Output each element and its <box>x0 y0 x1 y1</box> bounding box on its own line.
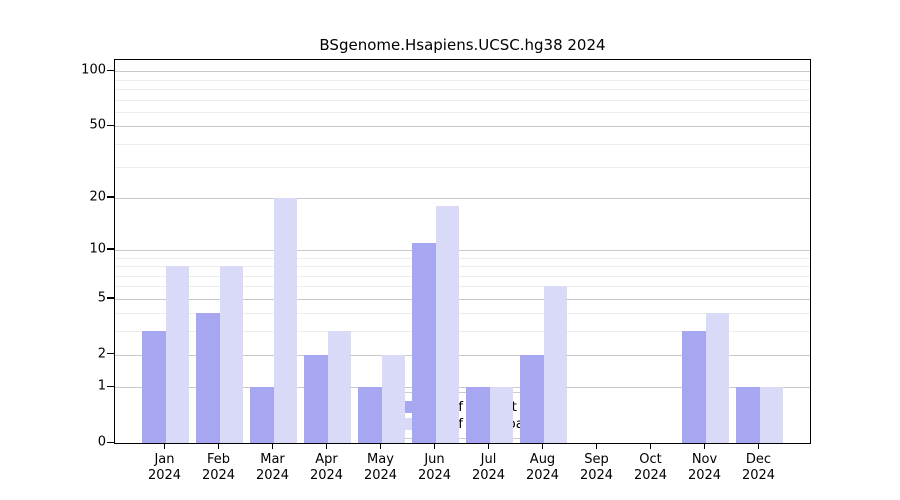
plot-area: Nb of distinct IPs Nb of downloads <box>114 59 811 444</box>
bar-jan-distinct-ips <box>142 331 166 443</box>
bar-mar-distinct-ips <box>250 387 274 443</box>
x-tick-label-nov: Nov 2024 <box>687 452 722 483</box>
y-tick-mark-20 <box>107 196 114 198</box>
x-tick-mark-apr <box>326 443 328 449</box>
x-tick-mark-nov <box>704 443 706 449</box>
x-tick-label-apr: Apr 2024 <box>309 452 344 483</box>
x-tick-mark-jul <box>488 443 490 449</box>
bar-feb-distinct-ips <box>196 313 220 443</box>
bar-may-downloads <box>381 354 405 443</box>
bar-jul-downloads <box>489 387 513 443</box>
chart-title: BSgenome.Hsapiens.UCSC.hg38 2024 <box>319 36 606 54</box>
gridline-6 <box>115 286 810 288</box>
x-tick-label-mar: Mar 2024 <box>255 452 290 483</box>
y-tick-label-1: 1 <box>97 378 106 394</box>
gridline-7 <box>115 275 810 277</box>
x-tick-mark-mar <box>272 443 274 449</box>
gridline-50 <box>115 126 810 128</box>
y-tick-label-2: 2 <box>97 346 106 362</box>
x-tick-label-sep: Sep 2024 <box>579 452 614 483</box>
bar-aug-downloads <box>543 286 567 443</box>
gridline-40 <box>115 144 810 146</box>
gridline-9 <box>115 257 810 259</box>
y-tick-label-10: 10 <box>89 241 106 257</box>
gridline-1 <box>115 387 810 389</box>
legend-row-downloads: Nb of downloads <box>385 416 540 432</box>
x-tick-label-oct: Oct 2024 <box>633 452 668 483</box>
x-tick-mark-jan <box>164 443 166 449</box>
x-tick-label-jan: Jan 2024 <box>147 452 182 483</box>
bar-dec-downloads <box>759 387 783 443</box>
x-tick-label-aug: Aug 2024 <box>525 452 560 483</box>
gridline-3 <box>115 331 810 333</box>
gridline-10 <box>115 249 810 251</box>
bar-jun-distinct-ips <box>412 242 436 443</box>
bar-feb-downloads <box>219 266 243 443</box>
y-tick-mark-0 <box>107 441 114 443</box>
bar-may-distinct-ips <box>358 387 382 443</box>
x-tick-label-dec: Dec 2024 <box>741 452 776 483</box>
gridline-2 <box>115 354 810 356</box>
gridline-5 <box>115 298 810 300</box>
y-tick-label-20: 20 <box>89 189 106 205</box>
bar-apr-distinct-ips <box>304 354 328 443</box>
y-tick-mark-50 <box>107 124 114 127</box>
bar-apr-downloads <box>327 331 351 443</box>
bar-jul-distinct-ips <box>466 387 490 443</box>
y-tick-label-5: 5 <box>97 290 106 306</box>
y-tick-mark-1 <box>107 385 114 387</box>
x-tick-label-jun: Jun 2024 <box>417 452 452 483</box>
y-tick-mark-10 <box>107 248 114 250</box>
gridline-90 <box>115 79 810 81</box>
gridline-30 <box>115 166 810 168</box>
bar-aug-distinct-ips <box>520 354 544 443</box>
gridline-4 <box>115 313 810 315</box>
gridline-20 <box>115 197 810 199</box>
legend-row-distinct-ips: Nb of distinct IPs <box>385 399 540 415</box>
gridline-60 <box>115 112 810 114</box>
x-tick-label-feb: Feb 2024 <box>201 452 236 483</box>
bar-nov-distinct-ips <box>682 331 706 443</box>
x-tick-label-jul: Jul 2024 <box>471 452 506 483</box>
x-tick-mark-oct <box>650 443 652 449</box>
x-tick-mark-aug <box>542 443 544 449</box>
x-tick-label-may: May 2024 <box>363 452 398 483</box>
x-tick-mark-dec <box>758 443 760 449</box>
y-tick-mark-5 <box>107 297 114 299</box>
x-tick-mark-sep <box>596 443 598 449</box>
x-tick-mark-jun <box>434 443 436 449</box>
y-tick-label-0: 0 <box>97 434 106 450</box>
bar-dec-distinct-ips <box>736 387 760 443</box>
bar-mar-downloads <box>273 197 297 443</box>
bar-nov-downloads <box>705 313 729 443</box>
y-tick-label-50: 50 <box>89 117 106 133</box>
gridline-70 <box>115 99 810 101</box>
y-tick-mark-100 <box>107 69 114 72</box>
bar-jan-downloads <box>165 266 189 443</box>
bar-jun-downloads <box>435 205 459 443</box>
y-tick-mark-2 <box>107 353 114 355</box>
gridline-8 <box>115 266 810 268</box>
y-tick-label-100: 100 <box>81 62 106 78</box>
gridline-100 <box>115 71 810 73</box>
x-tick-mark-feb <box>218 443 220 449</box>
gridline-80 <box>115 89 810 91</box>
x-tick-mark-may <box>380 443 382 449</box>
